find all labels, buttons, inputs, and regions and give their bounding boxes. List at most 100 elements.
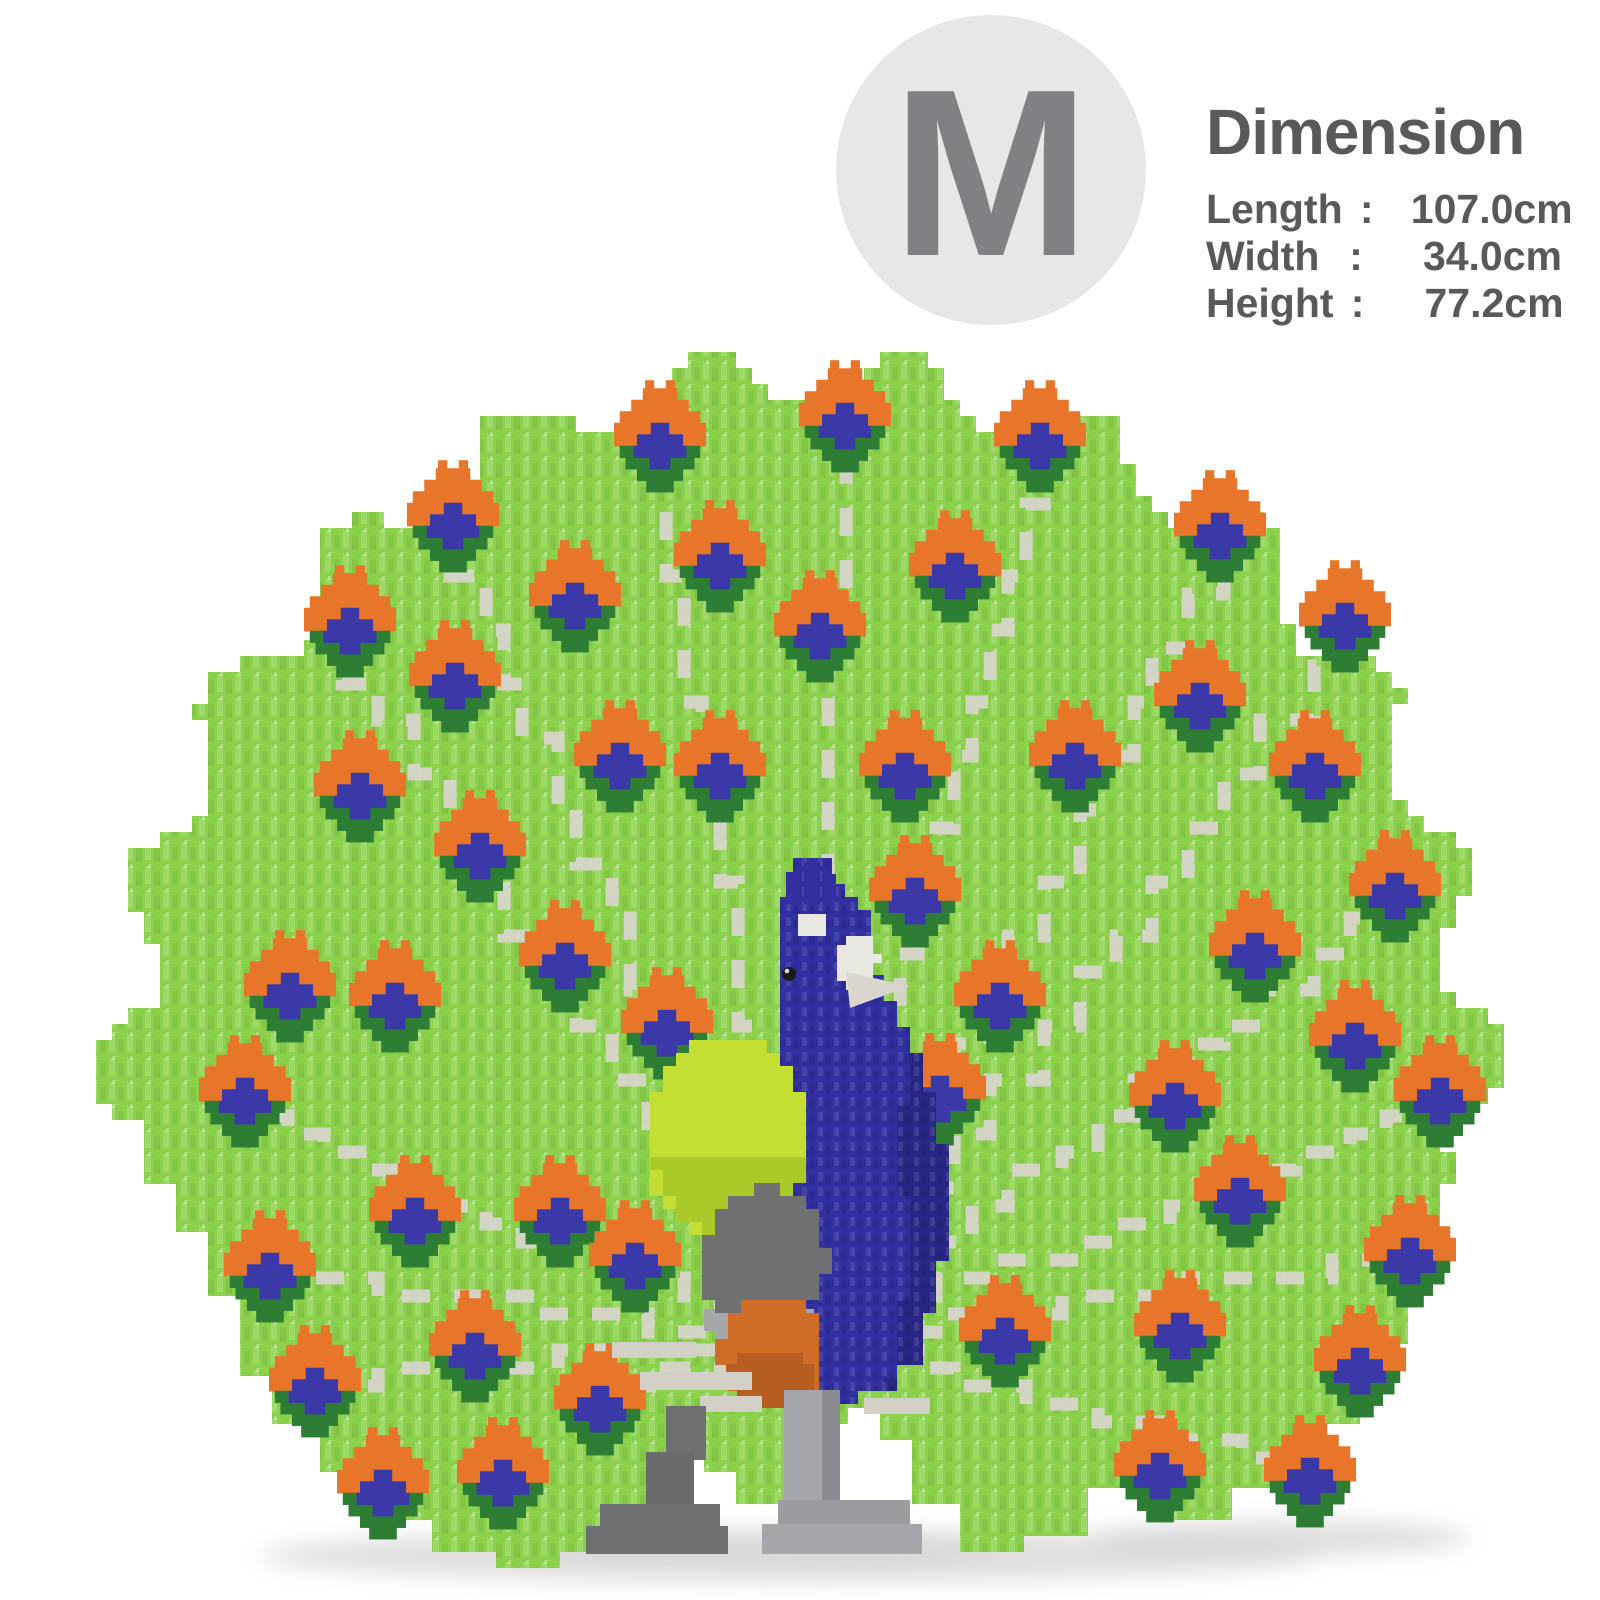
eye-brick-row bbox=[1213, 1200, 1267, 1213]
eye-brick-row bbox=[1226, 909, 1284, 922]
eye-brick-row bbox=[204, 1100, 219, 1113]
eye-brick-row bbox=[296, 1275, 311, 1288]
feather-eye bbox=[337, 1427, 429, 1540]
eye-brick-row bbox=[564, 617, 586, 630]
eye-brick-row bbox=[434, 844, 457, 857]
eye-brick-row bbox=[973, 1005, 1027, 1018]
eye-brick-row bbox=[1031, 1340, 1046, 1353]
eye-brick-row bbox=[1337, 1393, 1383, 1406]
eye-brick-row bbox=[1320, 710, 1330, 723]
eye-brick-row bbox=[859, 764, 882, 777]
eye-brick-row bbox=[1203, 1324, 1226, 1337]
eye-brick-row bbox=[1322, 648, 1368, 661]
size-badge-letter: M bbox=[891, 41, 1091, 306]
eye-brick-row bbox=[910, 710, 920, 723]
eye-brick-row bbox=[404, 1232, 426, 1245]
eye-brick-row bbox=[1364, 1249, 1387, 1262]
eye-brick-row bbox=[1337, 988, 1373, 1001]
eye-brick-row bbox=[617, 1208, 653, 1221]
eye-brick-row bbox=[1350, 560, 1360, 573]
eye-brick-row bbox=[286, 1344, 344, 1357]
eye-brick-row bbox=[339, 642, 361, 655]
eye-brick-row bbox=[990, 1275, 1000, 1288]
eye-brick-row bbox=[1152, 1128, 1198, 1141]
eye-brick-row bbox=[552, 594, 598, 607]
feather-eye bbox=[349, 940, 441, 1053]
eye-brick-row bbox=[978, 564, 1001, 577]
eye-brick-row bbox=[1205, 640, 1215, 653]
eye-brick-row bbox=[529, 1482, 544, 1495]
eye-brick-row bbox=[691, 519, 749, 532]
eye-brick-row bbox=[894, 787, 916, 800]
feather-eye bbox=[1264, 1415, 1356, 1528]
eye-brick-row bbox=[300, 1325, 310, 1338]
eye-brick-row bbox=[1165, 1082, 1185, 1095]
eye-brick-row bbox=[825, 570, 835, 583]
eye-brick-row bbox=[1326, 999, 1384, 1012]
eye-brick-row bbox=[614, 434, 637, 447]
eye-brick-row bbox=[479, 525, 494, 538]
eye-brick-row bbox=[1057, 708, 1093, 721]
eye-brick-row bbox=[1194, 1189, 1217, 1202]
eye-brick-row bbox=[309, 630, 324, 643]
eye-brick-row bbox=[464, 1367, 486, 1380]
eye-brick-row bbox=[1299, 1492, 1321, 1505]
eye-brick-row bbox=[275, 1210, 285, 1223]
eye-brick-row bbox=[550, 1197, 570, 1210]
eye-brick-row bbox=[609, 777, 631, 790]
eye-brick-row bbox=[1046, 719, 1104, 732]
eye-brick-row bbox=[430, 514, 476, 527]
eye-brick-row bbox=[1146, 1510, 1174, 1523]
eye-brick-row bbox=[709, 577, 731, 590]
eye-brick-row bbox=[381, 1040, 409, 1053]
eye-brick-row bbox=[1137, 1498, 1183, 1511]
eye-brick-row bbox=[573, 1408, 627, 1421]
eye-brick-row bbox=[314, 784, 337, 797]
eye-brick-row bbox=[430, 548, 476, 561]
eye-brick-row bbox=[337, 1481, 360, 1494]
shadow-ellipse bbox=[1090, 1520, 1470, 1556]
eye-brick-row bbox=[1381, 930, 1409, 943]
eye-brick-row bbox=[565, 582, 585, 595]
eye-brick-row bbox=[1314, 1011, 1396, 1024]
feather-eye bbox=[1129, 1040, 1221, 1153]
eye-brick-row bbox=[1139, 1335, 1154, 1348]
eye-brick-row bbox=[931, 775, 946, 788]
eye-brick-row bbox=[646, 480, 674, 493]
eye-brick-row bbox=[697, 764, 743, 777]
feather-spine bbox=[324, 1325, 810, 1393]
eye-brick-row bbox=[1368, 614, 1391, 627]
eye-brick-row bbox=[480, 1505, 526, 1518]
eye-brick-row bbox=[1162, 1278, 1198, 1291]
eye-brick-row bbox=[1327, 568, 1363, 581]
eye-brick-row bbox=[1013, 445, 1067, 458]
eye-brick-row bbox=[457, 1298, 493, 1311]
eye-brick-row bbox=[1205, 470, 1215, 483]
eye-brick-row bbox=[941, 900, 956, 913]
eye-brick-row bbox=[1142, 1418, 1178, 1431]
eye-brick-row bbox=[1292, 1423, 1328, 1436]
right-foot-lower bbox=[762, 1524, 922, 1554]
eye-brick-row bbox=[779, 635, 794, 648]
eye-brick-row bbox=[338, 1379, 361, 1392]
eye-brick-row bbox=[414, 685, 429, 698]
eye-brick-row bbox=[1134, 1105, 1149, 1118]
eye-brick-row bbox=[608, 1265, 662, 1278]
eye-brick-row bbox=[1354, 861, 1436, 874]
eye-brick-row bbox=[199, 1089, 222, 1102]
eye-brick-row bbox=[453, 855, 507, 868]
eye-brick-row bbox=[679, 741, 761, 754]
eye-brick-row bbox=[1263, 1189, 1286, 1202]
dimension-separator: : bbox=[1359, 186, 1374, 232]
eye-brick-row bbox=[606, 800, 634, 813]
eye-brick-row bbox=[1237, 898, 1273, 911]
eye-brick-row bbox=[626, 1408, 641, 1421]
eye-brick-row bbox=[646, 765, 661, 778]
eye-brick-row bbox=[274, 1356, 356, 1369]
crest-feather bbox=[804, 862, 820, 904]
eye-brick-row bbox=[555, 942, 575, 955]
eye-brick-row bbox=[519, 1186, 601, 1199]
eye-brick-row bbox=[1286, 729, 1344, 742]
feather-eye bbox=[269, 1325, 361, 1438]
eye-brick-row bbox=[301, 1425, 329, 1438]
